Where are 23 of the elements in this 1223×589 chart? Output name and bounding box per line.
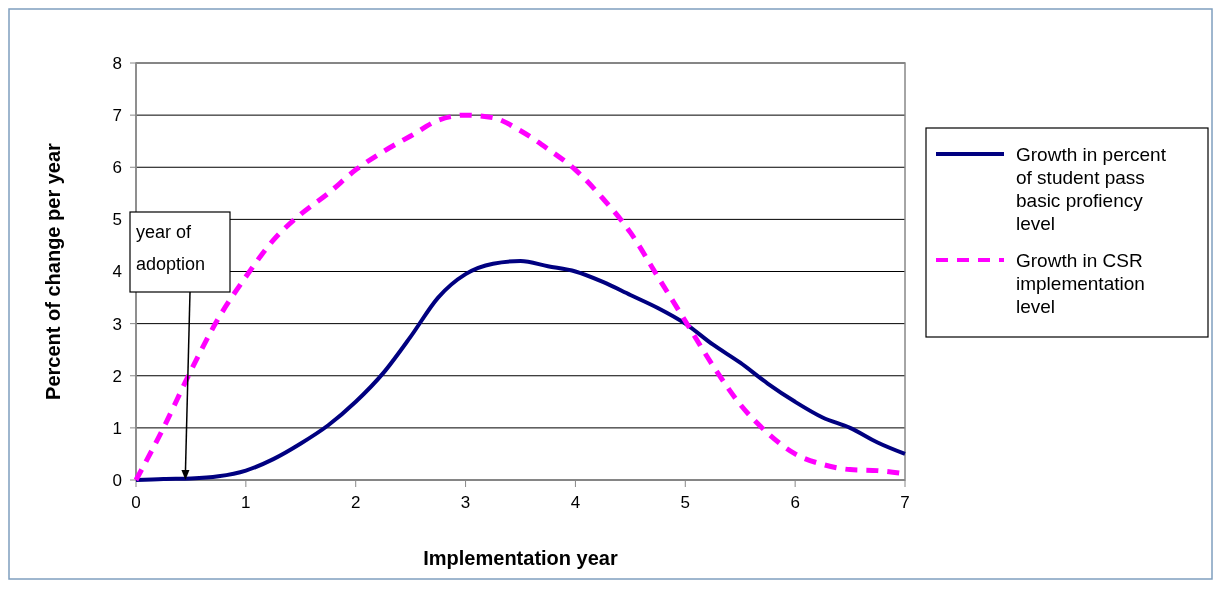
- x-tick-label: 7: [900, 493, 910, 512]
- y-tick-label: 0: [112, 470, 122, 490]
- annotation: year of adoption: [136, 222, 206, 274]
- x-tick-label: 2: [350, 493, 361, 512]
- y-tick-label: 4: [112, 262, 122, 282]
- y-tick-label: 2: [112, 366, 122, 386]
- y-tick-label: 7: [112, 106, 122, 126]
- y-tick-label: 1: [112, 418, 122, 438]
- y-tick-label: 5: [112, 210, 122, 230]
- line-series: [134, 259, 907, 482]
- x-tick-label: 4: [570, 493, 581, 512]
- x-tick-label: 0: [131, 493, 141, 512]
- x-tick-label: 1: [241, 493, 251, 512]
- y-tick-label: 3: [112, 314, 122, 334]
- x-tick-label: 6: [790, 493, 800, 512]
- y-tick-label: 6: [112, 158, 122, 178]
- x-axis-title: Implementation year: [423, 547, 618, 569]
- x-tick-label: 5: [680, 493, 691, 512]
- y-axis-title: Percent of change per year: [42, 142, 64, 400]
- legend-label: Growth in percent of student pass basic profiency level: [1016, 144, 1167, 234]
- x-tick-label: 3: [460, 493, 471, 512]
- y-tick-label: 8: [112, 53, 122, 73]
- legend-label: Growth in CSR implementation level: [1016, 250, 1145, 317]
